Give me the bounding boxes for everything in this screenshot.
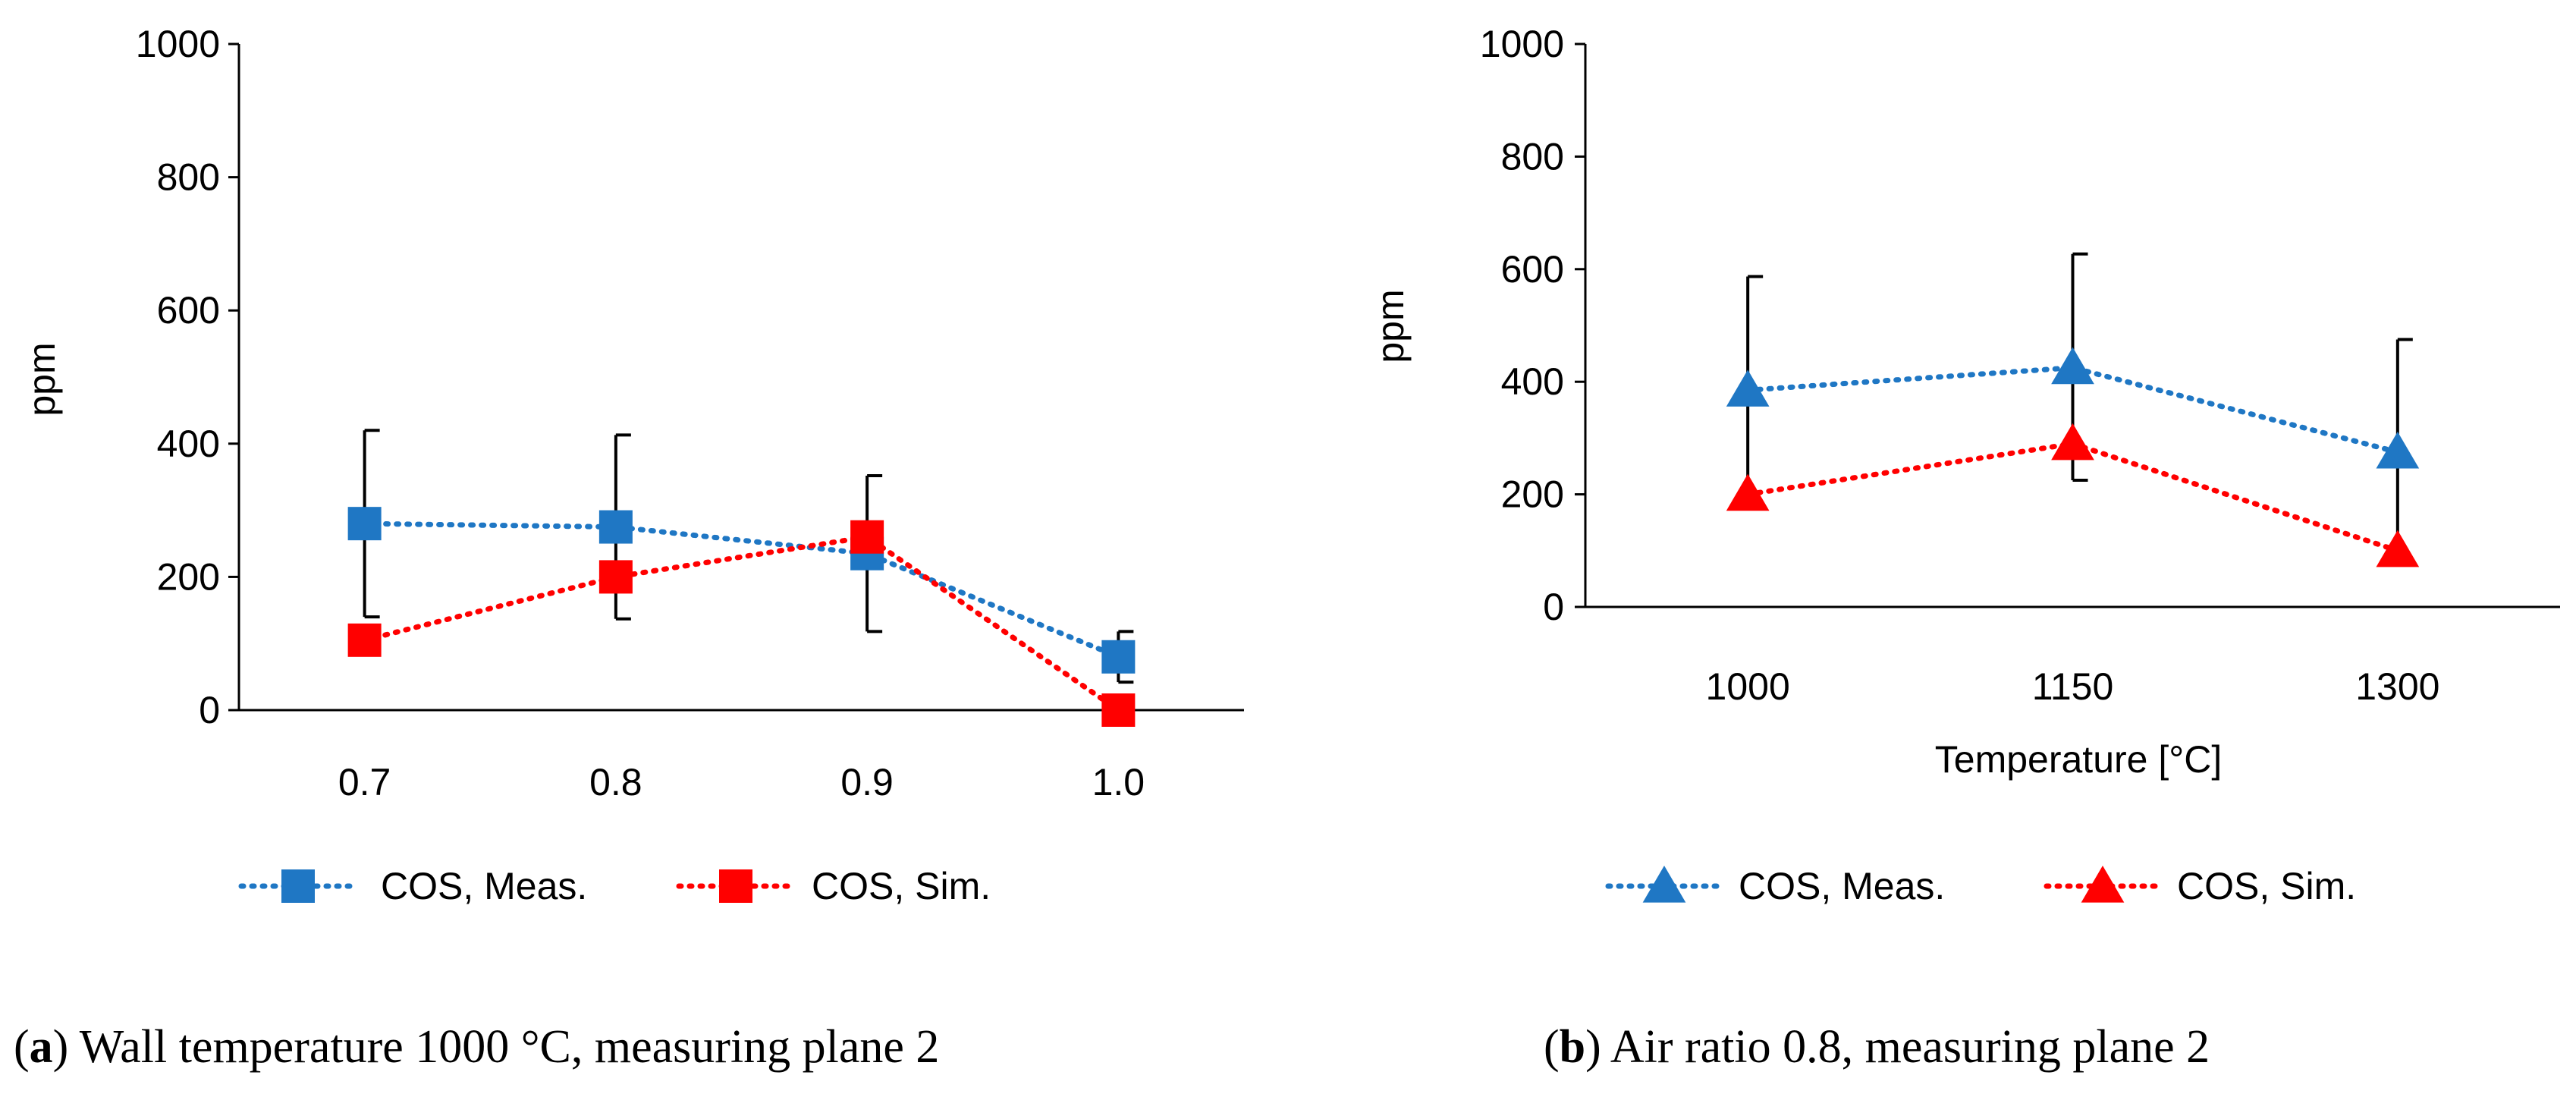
y-tick-label: 400 — [157, 423, 220, 465]
legend-marker — [1642, 866, 1686, 903]
x-tick-label: 0.8 — [589, 761, 642, 803]
y-tick-label: 200 — [157, 555, 220, 598]
data-point — [1726, 369, 1770, 407]
legend-label: COS, Sim. — [812, 865, 991, 907]
series-line — [362, 520, 1121, 660]
data-point — [1726, 473, 1770, 511]
caption: (a) Wall temperature 1000 °C, measuring … — [14, 1021, 939, 1073]
data-point — [347, 623, 382, 657]
x-tick-label: 0.9 — [840, 761, 894, 803]
plot-area: 0 200 400 600 800 1000 0.7 0.8 0.9 1.0 — [136, 23, 1244, 803]
y-tick-label: 800 — [157, 156, 220, 199]
plot-area: 0 200 400 600 800 1000 1000 1150 1300 — [1480, 23, 2560, 708]
y-tick-label: 800 — [1501, 135, 1564, 178]
data-point — [2376, 431, 2420, 469]
caption-letter: b — [1560, 1021, 1585, 1073]
data-point — [2051, 423, 2094, 461]
y-tick-label: 1000 — [1480, 23, 1564, 65]
x-tick-label: 1.0 — [1092, 761, 1145, 803]
x-tick-label: 1000 — [1706, 665, 1790, 708]
legend: COS, Meas. COS, Sim. — [238, 865, 991, 907]
legend-label: COS, Sim. — [2177, 865, 2356, 907]
y-tick-label: 0 — [199, 689, 220, 731]
caption-letter: a — [30, 1021, 53, 1073]
data-point — [598, 560, 633, 594]
y-tick-label: 400 — [1501, 360, 1564, 403]
data-point — [347, 507, 382, 541]
data-point — [1101, 640, 1136, 674]
legend: COS, Meas. COS, Sim. — [1605, 865, 2356, 907]
legend-marker — [281, 869, 315, 903]
y-tick-label: 600 — [1501, 248, 1564, 291]
series-line — [362, 534, 1121, 713]
legend-label: COS, Meas. — [381, 865, 587, 907]
data-point — [598, 510, 633, 544]
series-line — [1745, 365, 2401, 455]
y-axis-title: ppm — [1369, 289, 1412, 363]
legend-label: COS, Meas. — [1739, 865, 1945, 907]
data-point — [2376, 530, 2420, 567]
chart-panel-a: 0 200 400 600 800 1000 0.7 0.8 0.9 1.0 ppm COS, M… — [14, 23, 1244, 1073]
caption: (b) Air ratio 0.8, measuring plane 2 — [1544, 1021, 2210, 1073]
y-tick-label: 600 — [157, 289, 220, 332]
x-tick-label: 1150 — [2032, 665, 2114, 708]
data-point — [1101, 693, 1136, 727]
y-tick-label: 1000 — [136, 23, 220, 65]
legend-marker — [2081, 866, 2125, 903]
data-point — [850, 520, 884, 554]
y-axis-title: ppm — [20, 342, 63, 416]
caption-text: Wall temperature 1000 °C, measuring plan… — [80, 1021, 940, 1073]
y-tick-label: 0 — [1543, 586, 1564, 628]
y-tick-label: 200 — [1501, 473, 1564, 516]
chart-panel-b: 0 200 400 600 800 1000 1000 1150 1300 ppm Temper… — [1369, 23, 2560, 1073]
x-axis-title: Temperature [°C] — [1935, 738, 2222, 781]
x-tick-label: 0.7 — [338, 761, 391, 803]
legend-marker — [719, 869, 752, 903]
data-point — [2051, 347, 2094, 385]
caption-text: Air ratio 0.8, measuring plane 2 — [1610, 1021, 2210, 1073]
x-tick-label: 1300 — [2355, 665, 2439, 708]
